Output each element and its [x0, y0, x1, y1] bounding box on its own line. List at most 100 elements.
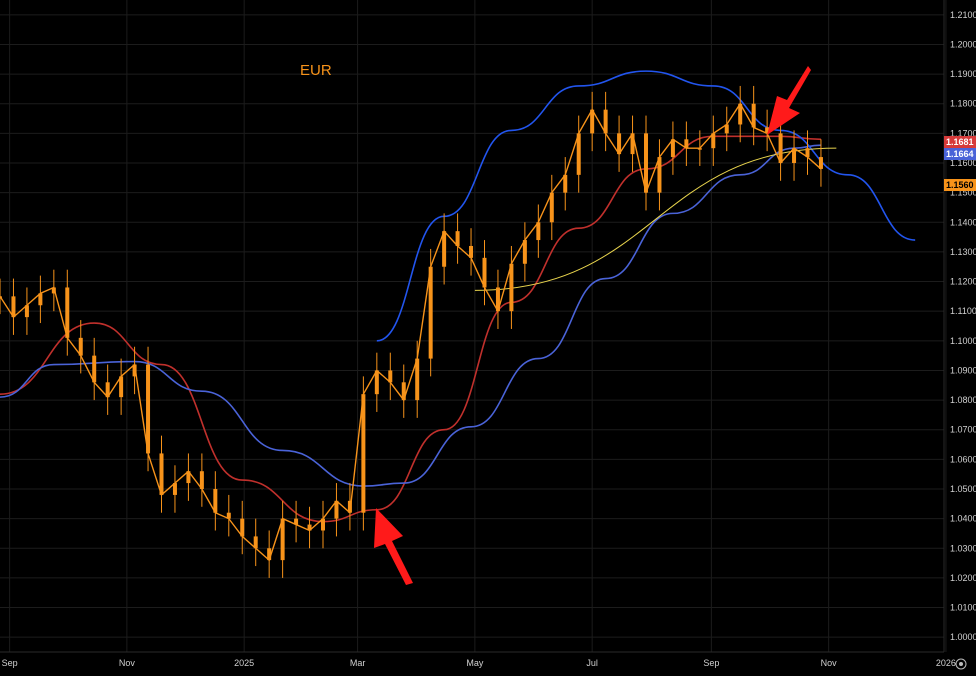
candle-body — [172, 483, 177, 495]
y-tick-label: 1.0200 — [950, 573, 976, 583]
candle-body — [159, 453, 164, 495]
x-tick-label: 2025 — [234, 658, 254, 668]
candle-body — [818, 157, 823, 169]
candle-body — [105, 382, 110, 398]
candle-body — [199, 471, 204, 489]
y-tick-label: 1.0500 — [950, 484, 976, 494]
candle-body — [576, 133, 581, 175]
candle-body — [697, 148, 702, 150]
x-tick-label: Sep — [2, 658, 18, 668]
candle-body — [778, 133, 783, 163]
candle-body — [670, 139, 675, 158]
series-layer — [0, 70, 916, 578]
candle-body — [253, 536, 258, 549]
candle-body — [617, 133, 622, 155]
candle-body — [374, 370, 379, 395]
candle-body — [307, 524, 312, 531]
candle-body — [146, 364, 151, 454]
y-tick-label: 1.0700 — [950, 425, 976, 435]
candle-body — [361, 394, 366, 513]
y-tick-label: 1.2100 — [950, 10, 976, 20]
price-tag-label: 1.1560 — [946, 180, 974, 190]
candle-body — [805, 148, 810, 158]
candle-body — [347, 500, 352, 513]
candle-body — [495, 287, 500, 312]
candle-body — [415, 358, 420, 401]
candle-body — [388, 370, 393, 383]
y-tick-label: 1.0800 — [950, 395, 976, 405]
red-arrow-2 — [767, 66, 811, 135]
candle-body — [469, 245, 474, 258]
price-tag-label: 1.1681 — [946, 137, 974, 147]
y-tick-label: 1.1400 — [950, 217, 976, 227]
candle-body — [280, 518, 285, 561]
y-tick-label: 1.2000 — [950, 39, 976, 49]
candle-body — [724, 124, 729, 134]
x-tick-label: May — [466, 658, 484, 668]
symbol-label: EUR — [300, 62, 332, 79]
price-tag-bg — [944, 179, 976, 191]
candle-body — [294, 518, 299, 525]
candle-body — [482, 257, 487, 288]
y-tick-label: 1.0400 — [950, 514, 976, 524]
grid — [0, 0, 947, 652]
price-tag-label: 1.1664 — [946, 149, 974, 159]
candle-body — [240, 518, 245, 537]
price-tag-bg — [944, 148, 976, 160]
candle-body — [334, 500, 339, 519]
candle-body — [455, 231, 460, 246]
settings-icon[interactable] — [955, 658, 967, 670]
candle-body — [11, 296, 16, 318]
y-tick-label: 1.1500 — [950, 188, 976, 198]
candle-body — [186, 471, 191, 484]
candle-body — [132, 364, 137, 377]
candle-body — [24, 305, 29, 318]
price-line — [0, 102, 822, 562]
x-axis[interactable]: Sep Nov 2025 Mar May Jul Sep Nov 2026 — [2, 658, 956, 668]
candle-body — [38, 293, 43, 306]
candle-body — [267, 548, 272, 561]
candle-body — [549, 192, 554, 223]
price-tag-bg — [944, 136, 976, 148]
candle-body — [765, 127, 770, 134]
candle-body — [522, 240, 527, 264]
candle-body — [213, 489, 218, 513]
candle-body — [657, 157, 662, 193]
candle-body — [428, 266, 433, 359]
series-line-1 — [0, 135, 821, 523]
x-tick-label: Sep — [703, 658, 719, 668]
candle-body — [792, 148, 797, 163]
y-axis[interactable]: 1.2100 1.2000 1.1900 1.1800 1.1700 1.1600 1.15… — [950, 10, 976, 642]
y-tick-label: 1.1600 — [950, 158, 976, 168]
x-tick-label: Mar — [350, 658, 366, 668]
y-tick-label: 1.0000 — [950, 632, 976, 642]
series-line-2 — [0, 144, 821, 487]
y-tick-label: 1.1000 — [950, 336, 976, 346]
x-tick-label: Nov — [821, 658, 838, 668]
y-tick-label: 1.0600 — [950, 454, 976, 464]
candle-body — [630, 133, 635, 155]
y-tick-label: 1.1800 — [950, 99, 976, 109]
y-tick-label: 1.0300 — [950, 543, 976, 553]
candle-body — [78, 337, 83, 356]
candle-body — [92, 355, 97, 383]
y-tick-label: 1.1200 — [950, 277, 976, 287]
candle-body — [401, 382, 406, 401]
candle-body — [509, 263, 514, 312]
y-tick-label: 1.1300 — [950, 247, 976, 257]
y-tick-label: 1.0100 — [950, 603, 976, 613]
candle-body — [711, 133, 716, 149]
candle-body — [590, 109, 595, 134]
y-tick-label: 1.1700 — [950, 128, 976, 138]
candle-body — [0, 296, 2, 298]
candle-body — [643, 133, 648, 193]
y-tick-label: 1.0900 — [950, 365, 976, 375]
y-tick-label: 1.1900 — [950, 69, 976, 79]
red-arrow-1 — [374, 508, 413, 585]
candle-body — [442, 231, 447, 267]
x-tick-label: 2026 — [936, 658, 956, 668]
x-tick-label: Jul — [586, 658, 598, 668]
candle-body — [320, 518, 325, 531]
